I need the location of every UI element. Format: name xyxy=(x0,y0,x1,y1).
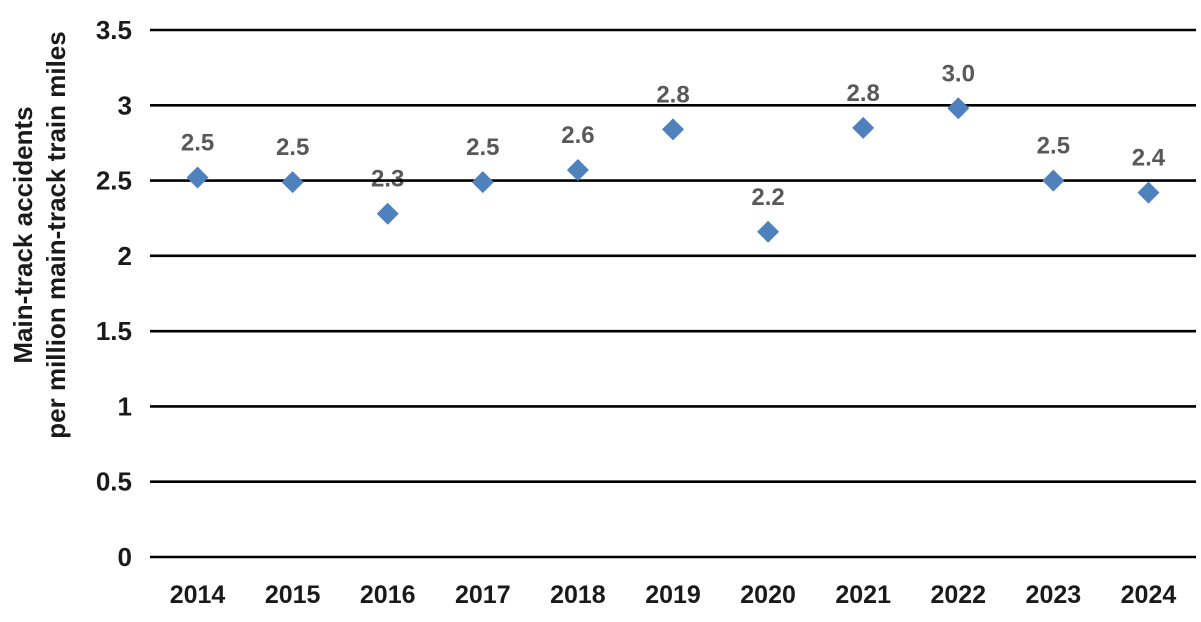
data-point-marker xyxy=(947,97,970,120)
data-point-label: 2.5 xyxy=(276,134,309,161)
data-point-label: 2.3 xyxy=(371,166,404,193)
data-point-marker xyxy=(566,159,589,182)
x-tick-label: 2016 xyxy=(360,581,416,609)
data-point-label: 2.2 xyxy=(751,184,784,211)
y-tick-label: 2.5 xyxy=(96,166,132,196)
data-point-label: 2.8 xyxy=(846,80,879,107)
y-tick-label: 0 xyxy=(118,542,132,572)
y-tick-label: 0.5 xyxy=(96,467,132,497)
x-tick-label: 2019 xyxy=(645,581,701,609)
data-point-label: 2.4 xyxy=(1132,145,1166,172)
data-point-marker xyxy=(281,171,304,194)
data-point-marker xyxy=(852,116,875,139)
x-tick-label: 2021 xyxy=(835,581,891,609)
x-tick-label: 2017 xyxy=(455,581,511,609)
y-tick-label: 3 xyxy=(118,90,132,120)
data-point-marker xyxy=(1042,169,1065,192)
data-point-label: 2.5 xyxy=(181,130,214,157)
y-tick-label: 1 xyxy=(118,391,132,421)
data-point-marker xyxy=(1137,181,1160,204)
data-point-marker xyxy=(186,166,209,189)
x-tick-label: 2024 xyxy=(1121,581,1177,609)
data-point-label: 3.0 xyxy=(942,60,975,87)
x-tick-label: 2022 xyxy=(930,581,986,609)
y-axis-title-line2: per million main-track train miles xyxy=(41,31,71,439)
x-tick-label: 2020 xyxy=(740,581,796,609)
y-tick-label: 3.5 xyxy=(96,15,132,45)
x-tick-label: 2023 xyxy=(1026,581,1082,609)
y-tick-label: 2 xyxy=(118,241,132,271)
y-tick-label: 1.5 xyxy=(96,316,132,346)
data-point-label: 2.5 xyxy=(466,134,499,161)
data-point-marker xyxy=(471,171,494,194)
y-axis-title-line1: Main-track accidents xyxy=(8,106,38,364)
x-tick-label: 2014 xyxy=(170,581,226,609)
data-point-marker xyxy=(376,202,399,225)
data-point-label: 2.5 xyxy=(1037,133,1070,160)
x-tick-label: 2015 xyxy=(265,581,321,609)
data-point-label: 2.8 xyxy=(656,81,689,108)
x-tick-label: 2018 xyxy=(550,581,606,609)
data-point-marker xyxy=(662,118,684,141)
data-point-label: 2.6 xyxy=(561,122,594,149)
y-axis-title: Main-track accidents per million main-tr… xyxy=(7,31,73,438)
data-point-marker xyxy=(757,220,780,243)
